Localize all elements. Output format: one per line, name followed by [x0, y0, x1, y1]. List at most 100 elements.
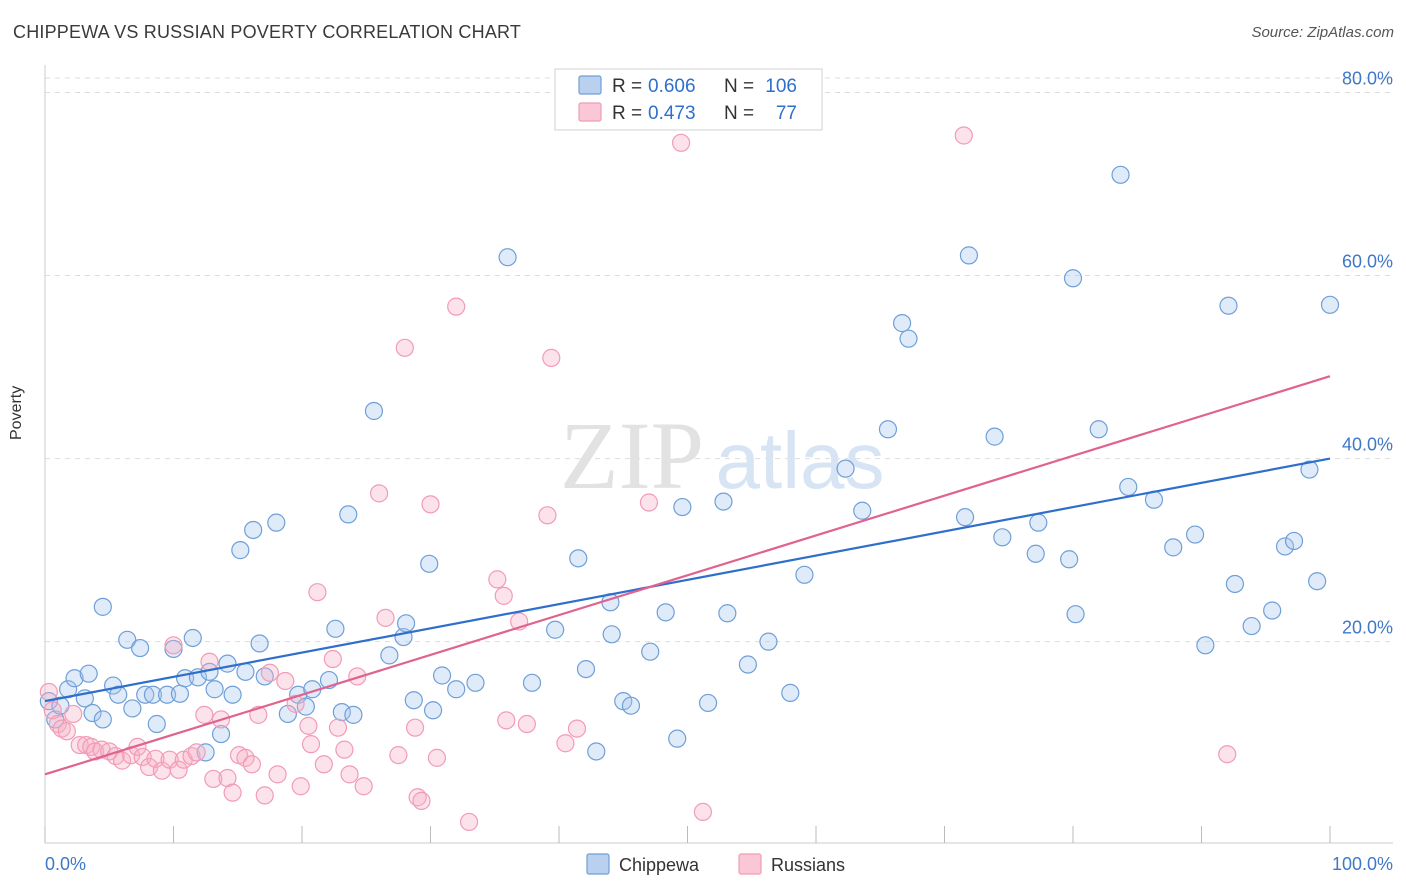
chippewa-point	[1111, 165, 1130, 184]
chippewa-point	[1164, 538, 1183, 557]
chippewa-point	[205, 680, 224, 699]
russians-point	[276, 671, 295, 691]
chippewa-point	[1275, 537, 1295, 556]
y-tick-label: 60.0%	[1342, 252, 1393, 272]
russians-point	[954, 126, 973, 145]
russians-point	[260, 663, 279, 682]
russians-point	[354, 777, 373, 796]
russians-point	[255, 786, 274, 805]
chippewa-point	[781, 683, 800, 702]
chippewa-point	[447, 680, 466, 699]
russians-point	[70, 735, 89, 755]
chippewa-point	[878, 420, 898, 439]
chippewa-point	[498, 248, 517, 267]
legend-r-value-2: 0.473	[648, 103, 696, 124]
russians-point	[164, 636, 183, 655]
russians-point	[389, 746, 408, 765]
russians-point	[223, 783, 242, 802]
chippewa-point	[123, 699, 142, 718]
chippewa-point	[668, 729, 687, 748]
chippewa-point	[1284, 531, 1304, 551]
chippewa-point	[118, 630, 137, 649]
russians-point	[169, 760, 188, 779]
chippewa-point	[326, 619, 345, 638]
chippewa-point	[1320, 295, 1340, 314]
chippewa-point	[157, 685, 177, 704]
chippewa-point	[1063, 269, 1083, 288]
chippewa-point	[79, 664, 98, 683]
legend-r-value-1: 0.606	[648, 76, 696, 97]
russians-point	[187, 743, 206, 762]
data-points	[39, 126, 1340, 832]
russians-point	[268, 765, 287, 784]
russians-point	[427, 748, 447, 767]
russians-point	[52, 719, 71, 738]
chippewa-point	[522, 673, 542, 692]
chart-title: CHIPPEWA VS RUSSIAN POVERTY CORRELATION …	[13, 22, 522, 42]
russians-point	[395, 338, 414, 357]
russians-point	[204, 769, 223, 789]
chippewa-point	[143, 685, 163, 704]
x-tick-label-end: 100.0%	[1332, 854, 1393, 874]
chippewa-point	[959, 246, 979, 265]
chippewa-point	[344, 705, 363, 724]
series-legend: Chippewa Russians	[586, 853, 845, 875]
legend-n-label-2: N =	[724, 103, 754, 124]
chippewa-point	[466, 673, 485, 692]
x-tick-label-start: 0.0%	[45, 854, 86, 874]
chippewa-point	[83, 703, 102, 723]
chippewa-point	[380, 646, 399, 665]
chippewa-point	[211, 724, 231, 744]
chippewa-point	[738, 655, 757, 674]
chippewa-point	[420, 554, 439, 573]
chippewa-point	[404, 691, 423, 710]
y-tick-label: 40.0%	[1342, 435, 1393, 455]
chippewa-point	[985, 427, 1004, 446]
russians-point	[421, 495, 440, 514]
russians-point	[538, 506, 557, 525]
chippewa-point	[546, 620, 565, 639]
russians-point	[335, 740, 354, 759]
chippewa-point	[1225, 574, 1245, 594]
chippewa-point	[1196, 636, 1215, 655]
chippewa-point	[432, 666, 452, 685]
chippewa-point	[223, 685, 242, 704]
chippewa-point	[1308, 572, 1327, 591]
chippewa-point	[853, 501, 872, 520]
russians-point	[57, 722, 76, 741]
bottom-legend-label-russians: Russians	[771, 855, 845, 875]
russians-point	[556, 734, 575, 753]
chippewa-point	[236, 662, 255, 681]
russians-point	[671, 133, 691, 152]
russians-point	[693, 802, 713, 821]
legend-r-label-2: R =	[612, 103, 642, 124]
chippewa-point	[423, 701, 443, 720]
chippewa-point	[183, 628, 202, 648]
chippewa-point	[136, 685, 155, 704]
chippewa-point	[602, 625, 621, 644]
russians-point	[291, 777, 310, 796]
russians-point	[195, 705, 214, 724]
russians-point	[64, 704, 83, 724]
chippewa-point	[1219, 296, 1238, 315]
russians-point	[370, 484, 389, 503]
chippewa-point	[836, 459, 855, 478]
chippewa-point	[231, 541, 250, 560]
stats-legend: R = 0.606 N = 106 R = 0.473 N = 77	[554, 68, 823, 131]
legend-n-value-1: 106	[765, 76, 797, 97]
chippewa-point	[250, 634, 269, 653]
watermark-zip: ZIP	[560, 402, 704, 509]
chippewa-point	[1060, 550, 1079, 569]
russians-point	[412, 791, 431, 810]
watermark: ZIP atlas	[560, 402, 884, 509]
trend-lines	[44, 375, 1331, 776]
chippewa-trend-line	[44, 457, 1331, 703]
chippewa-point	[1066, 605, 1085, 624]
chart-source: Source: ZipAtlas.com	[1251, 24, 1394, 41]
chippewa-point	[1263, 601, 1282, 620]
chippewa-point	[673, 497, 692, 517]
russians-point	[405, 718, 425, 737]
russians-point	[200, 652, 219, 671]
chippewa-point	[65, 669, 84, 688]
